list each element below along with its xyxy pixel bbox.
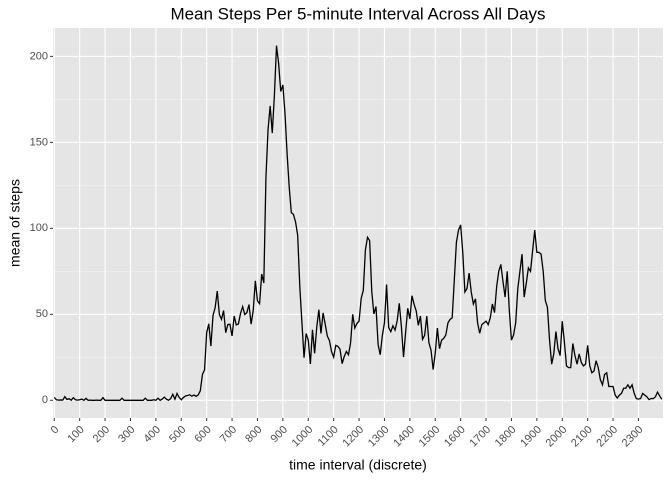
x-tick-label: 1200	[340, 424, 366, 450]
y-tick-label: 150	[30, 136, 48, 148]
x-axis-title: time interval (discrete)	[289, 457, 427, 473]
x-tick-label: 300	[116, 424, 137, 445]
x-tick-label: 0	[49, 424, 62, 437]
x-tick-label: 2200	[594, 424, 620, 450]
chart-title: Mean Steps Per 5-minute Interval Across …	[170, 4, 545, 23]
y-tick-label: 100	[30, 222, 48, 234]
panel	[53, 28, 663, 418]
x-tick-label: 2100	[569, 424, 595, 450]
x-tick-label: 2300	[620, 424, 646, 450]
x-tick-label: 1600	[442, 424, 468, 450]
x-tick-label: 900	[269, 424, 290, 445]
x-tick-label: 100	[65, 424, 86, 445]
x-tick-label: 200	[91, 424, 112, 445]
line	[53, 45, 663, 402]
x-tick-label: 1000	[290, 424, 316, 450]
x-tick-label: 1400	[391, 424, 417, 450]
x-tick-label: 2000	[544, 424, 570, 450]
x-tick-label: 400	[142, 424, 163, 445]
grid	[53, 28, 663, 418]
x-tick-label: 1700	[467, 424, 493, 450]
y-tick-label: 0	[42, 394, 48, 406]
x-tick-label: 1100	[316, 424, 341, 449]
x-tick-label: 800	[243, 424, 264, 445]
x-tick-label: 500	[167, 424, 188, 445]
x-tick-label: 1800	[493, 424, 519, 450]
y-tick-label: 200	[30, 50, 48, 62]
x-tick-label: 1300	[366, 424, 392, 450]
x-tick-label: 700	[218, 424, 239, 445]
x-tick-label: 600	[192, 424, 213, 445]
x-tick-label: 1900	[518, 424, 544, 450]
y-tick-label: 50	[36, 308, 48, 320]
y-axis-title: mean of steps	[7, 179, 23, 267]
x-tick-label: 1500	[417, 424, 443, 450]
